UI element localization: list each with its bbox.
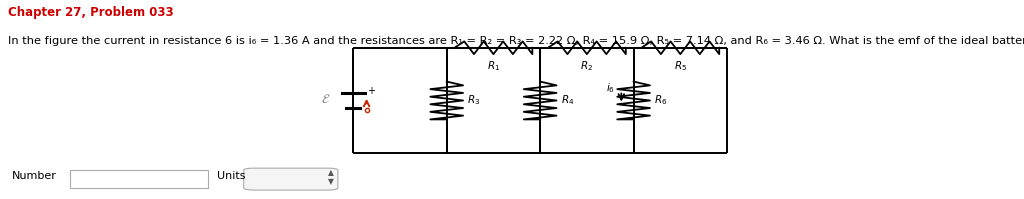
FancyBboxPatch shape: [244, 168, 338, 190]
Text: $\mathcal{E}$: $\mathcal{E}$: [322, 93, 331, 106]
Text: $R_1$: $R_1$: [486, 59, 500, 72]
Text: $R_5$: $R_5$: [674, 59, 687, 72]
Text: +: +: [367, 86, 375, 96]
Text: ▲: ▲: [328, 168, 334, 177]
Text: In the figure the current in resistance 6 is i₆ = 1.36 A and the resistances are: In the figure the current in resistance …: [8, 36, 1024, 46]
Text: $i_6$: $i_6$: [606, 82, 615, 96]
Text: $R_3$: $R_3$: [467, 94, 480, 107]
Text: ▼: ▼: [328, 177, 334, 186]
FancyBboxPatch shape: [70, 170, 208, 188]
Text: Units: Units: [217, 171, 246, 181]
Text: $R_4$: $R_4$: [561, 94, 574, 107]
Text: Chapter 27, Problem 033: Chapter 27, Problem 033: [8, 6, 174, 19]
Text: $R_2$: $R_2$: [581, 59, 593, 72]
Text: $R_6$: $R_6$: [654, 94, 668, 107]
Text: Number: Number: [12, 171, 57, 181]
